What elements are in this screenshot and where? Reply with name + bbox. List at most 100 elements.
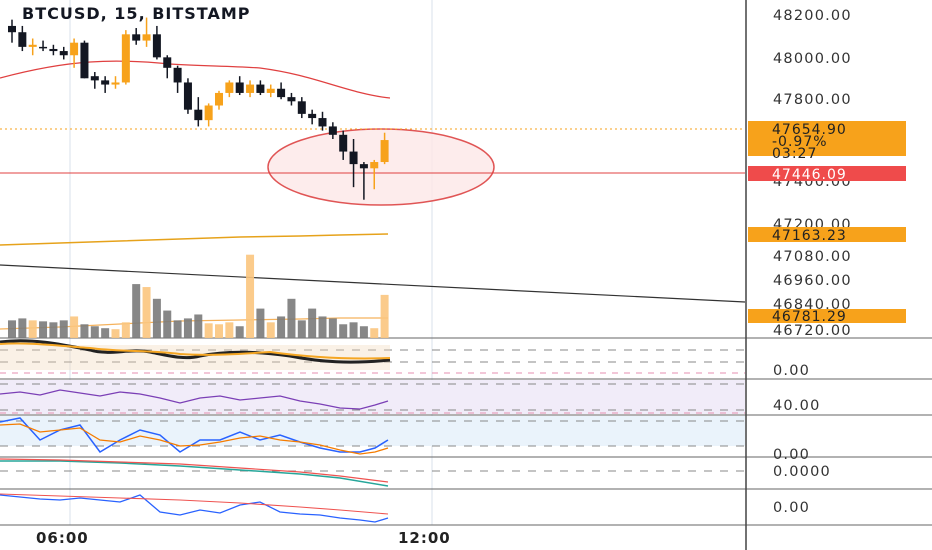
price-tick: 46960.00	[773, 273, 852, 289]
price-tick: 48200.00	[773, 8, 852, 24]
volume-bar	[173, 320, 182, 338]
volume-bar	[370, 328, 379, 338]
volume-bar	[8, 320, 16, 338]
candle-body	[132, 34, 141, 41]
osc-red	[0, 493, 389, 515]
candle-body	[39, 46, 48, 49]
volume-bar	[132, 284, 141, 338]
candle-body	[90, 76, 99, 81]
volume-bar	[246, 254, 255, 338]
candle-body	[204, 105, 213, 121]
candle-body	[339, 134, 348, 152]
stoch-axis-label: 0.00	[773, 447, 810, 463]
candle-body	[8, 25, 16, 33]
price-change-value: -0.97%	[772, 134, 828, 150]
candle-body	[111, 82, 120, 85]
volume-bar	[287, 298, 296, 338]
bar-countdown: 03:27	[772, 146, 817, 162]
candle-body	[142, 34, 151, 41]
candle-body	[349, 151, 358, 165]
osc-axis-label: 0.00	[773, 500, 810, 516]
volume-bar	[142, 287, 151, 338]
time-label: 06:00	[36, 529, 89, 547]
volume-bar	[90, 326, 99, 338]
candle-body	[194, 109, 203, 121]
support-price-value: 47446.09	[772, 167, 847, 183]
volume-bar	[18, 318, 27, 338]
macd-line	[0, 460, 389, 487]
candle-body	[163, 57, 172, 68]
volume-ma	[0, 317, 388, 330]
ema-line	[0, 233, 389, 246]
volume-bar	[328, 318, 337, 338]
band-line	[0, 60, 391, 99]
volume-bar	[163, 310, 172, 338]
volume-bar	[152, 298, 161, 338]
volume-bar	[49, 322, 58, 338]
volume-bar	[121, 322, 130, 338]
candle-body	[80, 42, 89, 79]
volume-bar	[339, 324, 348, 338]
osc-blue	[0, 494, 389, 523]
candle-body	[235, 82, 244, 93]
rsi-band	[0, 380, 745, 414]
volume-bar	[70, 316, 79, 338]
volume-bar	[204, 323, 213, 338]
last-price-tag: 47654.90 -0.97% 03:27	[748, 121, 906, 162]
candle-body	[287, 97, 296, 102]
rsi-axis-label: 40.00	[773, 398, 821, 414]
volume-bar	[349, 322, 358, 338]
volume-bar	[39, 321, 48, 338]
macd-signal	[0, 458, 389, 483]
chart-title: BTCUSD, 15, BITSTAMP	[22, 4, 251, 23]
candle-body	[215, 92, 223, 106]
reference-lines-pink	[0, 372, 745, 414]
price-tick: 48000.00	[773, 51, 852, 67]
rsi-line	[0, 389, 389, 410]
candle-body	[380, 140, 389, 163]
candle-body	[277, 88, 286, 98]
volume-bar	[80, 324, 89, 338]
candle-body	[370, 162, 379, 169]
support-price-tag: 47446.09	[748, 166, 906, 183]
volume-bar	[59, 320, 68, 338]
volume-bar	[277, 316, 286, 338]
volume-bar	[225, 322, 234, 338]
ema-price-tag: 47163.23	[748, 227, 906, 244]
candle-body	[183, 82, 192, 110]
candle-body	[121, 34, 130, 83]
volume-bar	[359, 326, 368, 338]
volume-bar	[308, 308, 317, 338]
candle-body	[225, 82, 234, 93]
candle-body	[59, 51, 68, 56]
volume-osc-axis-label: 0.00	[773, 363, 810, 379]
time-label: 12:00	[398, 529, 451, 547]
stoch-d	[0, 423, 389, 455]
price-tick: 47800.00	[773, 92, 852, 108]
candle-body	[49, 48, 58, 52]
volume-bar	[297, 320, 306, 338]
volume-bar	[318, 316, 327, 338]
candle-body	[101, 80, 110, 85]
volume-oscillator	[0, 339, 391, 370]
trend-price-value: 46781.29	[772, 309, 847, 325]
candle-body	[359, 164, 368, 169]
candles	[8, 17, 389, 200]
volume-bar	[101, 328, 110, 338]
candle-body	[297, 101, 306, 114]
candle-body	[318, 118, 327, 127]
volume-bar	[266, 322, 275, 338]
volume-bar	[194, 314, 203, 338]
trend-line	[0, 264, 746, 303]
price-tick: 46720.00	[773, 323, 852, 339]
volume-bar	[183, 318, 192, 338]
candle-body	[173, 67, 182, 83]
volume-bar	[256, 308, 265, 338]
candle-body	[18, 32, 27, 47]
stoch-k	[0, 417, 389, 453]
volume-bar	[111, 329, 120, 338]
candle-body	[328, 126, 337, 135]
macd-axis-label: 0.0000	[773, 464, 831, 480]
candle-body	[308, 113, 317, 119]
